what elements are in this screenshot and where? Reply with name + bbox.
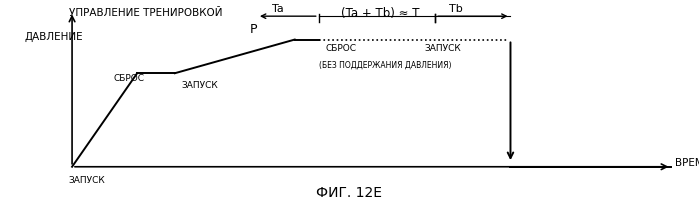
Text: P: P [250, 23, 258, 36]
Text: УПРАВЛЕНИЕ ТРЕНИРОВКОЙ: УПРАВЛЕНИЕ ТРЕНИРОВКОЙ [69, 8, 222, 18]
Text: ЗАПУСК: ЗАПУСК [182, 81, 218, 90]
Text: ДАВЛЕНИЕ: ДАВЛЕНИЕ [24, 32, 82, 42]
Text: Tb: Tb [449, 4, 463, 14]
Text: Ta: Ta [272, 4, 284, 14]
Text: ЗАПУСК: ЗАПУСК [425, 44, 461, 53]
Text: ВРЕМЯ: ВРЕМЯ [675, 158, 699, 168]
Text: СБРОС: СБРОС [326, 44, 356, 53]
Text: ЗАПУСК: ЗАПУСК [69, 177, 106, 186]
Text: (Ta + Tb) ≈ T: (Ta + Tb) ≈ T [341, 7, 419, 20]
Text: (БЕЗ ПОДДЕРЖАНИЯ ДАВЛЕНИЯ): (БЕЗ ПОДДЕРЖАНИЯ ДАВЛЕНИЯ) [319, 60, 451, 69]
Text: ФИГ. 12Е: ФИГ. 12Е [317, 186, 382, 200]
Text: СБРОС: СБРОС [113, 74, 144, 83]
